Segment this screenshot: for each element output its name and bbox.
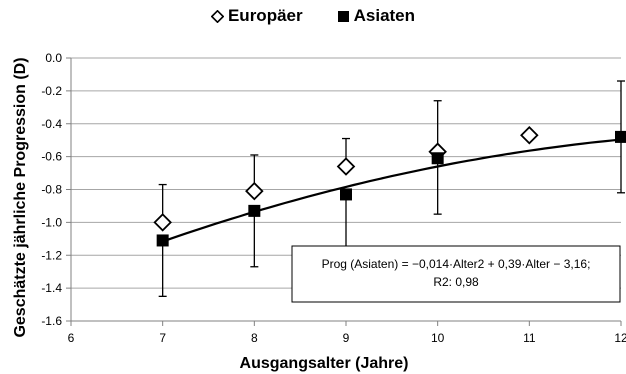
y-tick-label: -0.2 [41, 84, 62, 98]
x-axis-title: Ausgangsalter (Jahre) [240, 355, 409, 372]
x-tick-label: 10 [431, 331, 445, 345]
y-axis-title: Geschätzte jährliche Progression (D) [12, 57, 29, 337]
legend-item-asiaten: Asiaten [337, 6, 415, 26]
y-tick-label: -0.8 [41, 183, 62, 197]
open-diamond-icon [210, 9, 224, 23]
point-asiaten [156, 234, 169, 247]
point-asiaten [615, 130, 626, 143]
y-tick-label: -0.6 [41, 150, 62, 164]
point-asiaten [340, 188, 352, 201]
legend-label-asiaten: Asiaten [353, 6, 416, 25]
x-tick-label: 11 [523, 331, 536, 345]
point-europaeer [153, 213, 172, 232]
filled-square-icon [337, 10, 349, 22]
r2-text: R2: 0,98 [433, 275, 479, 289]
point-asiaten [431, 152, 444, 165]
x-tick-label: 12 [614, 331, 626, 345]
trendline-asiaten [162, 138, 622, 243]
point-europaeer [336, 157, 356, 176]
y-tick-label: -1.0 [41, 215, 62, 229]
x-tick-label: 7 [159, 331, 166, 345]
x-tick-label: 9 [343, 331, 350, 345]
y-tick-label: 0.0 [45, 51, 62, 65]
equation-box [291, 245, 621, 303]
x-tick-label: 6 [68, 331, 75, 345]
y-tick-label: -1.2 [41, 248, 62, 262]
point-asiaten [248, 204, 261, 217]
y-tick-label: -1.4 [41, 281, 62, 295]
x-tick-label: 8 [251, 331, 258, 345]
y-tick-label: -0.4 [41, 117, 62, 131]
equation-text: Prog (Asiaten) = −0,014·Alter2 + 0,39·Al… [322, 257, 591, 271]
point-europaeer [520, 125, 539, 145]
y-tick-label: -1.6 [41, 314, 62, 328]
legend-label-europaeer: Europäer [227, 6, 303, 25]
point-europaeer [245, 181, 264, 201]
legend: Europäer Asiaten [0, 6, 626, 26]
legend-item-europaeer: Europäer [210, 6, 303, 26]
